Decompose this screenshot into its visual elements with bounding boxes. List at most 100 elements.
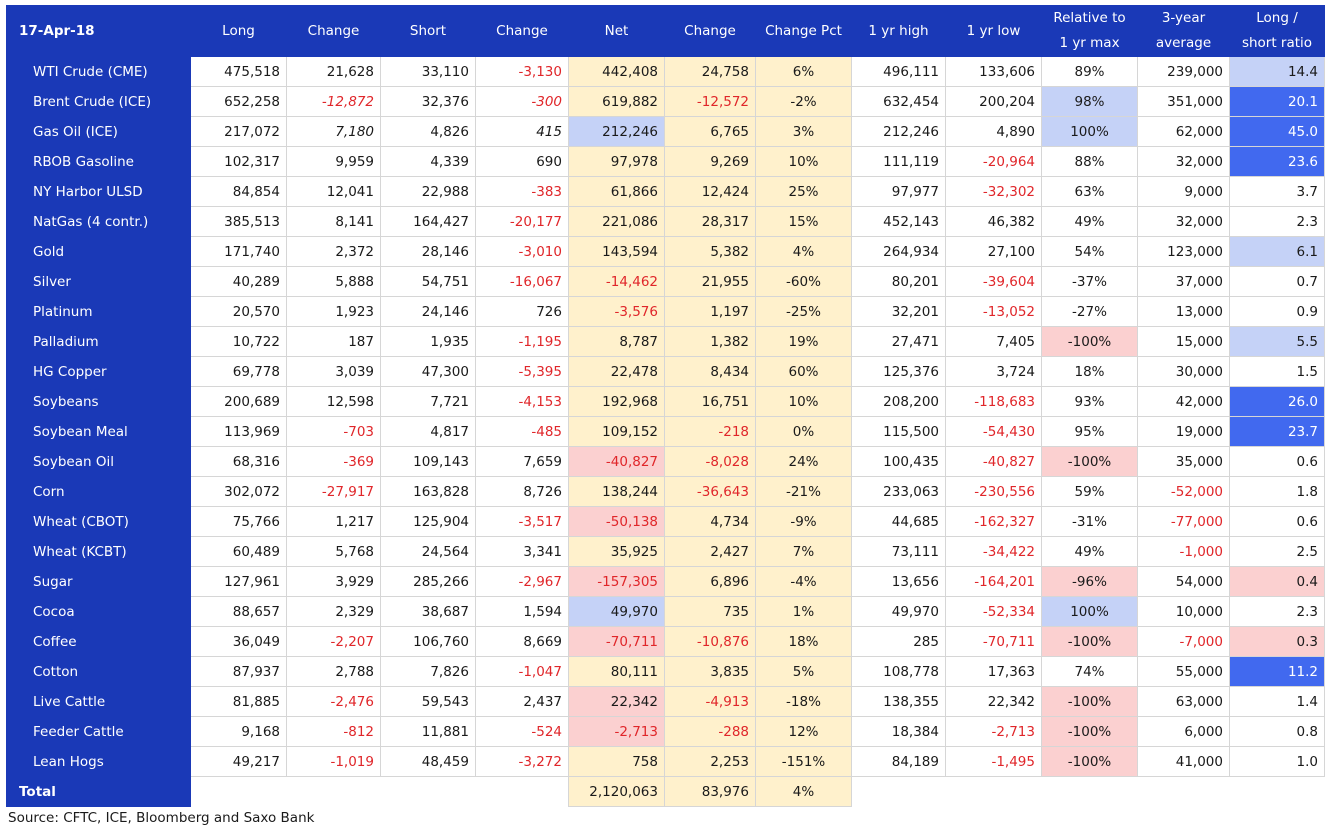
cell-chg-pct: 7% [755, 536, 852, 567]
cell-net: 61,866 [568, 176, 665, 207]
cell-chg-short: 8,726 [475, 476, 569, 507]
commodity-name: Cocoa [6, 596, 191, 627]
cell-net: 442,408 [568, 56, 665, 87]
cell-rel: 100% [1041, 596, 1138, 627]
cell-high: 264,934 [851, 236, 946, 267]
cell-low: -70,711 [945, 626, 1042, 657]
cell-low: 17,363 [945, 656, 1042, 687]
cell-chg-pct: 1% [755, 596, 852, 627]
cell-net: -14,462 [568, 266, 665, 297]
table-row: Wheat (CBOT) 75,766 1,217 125,904 -3,517 -50,… [6, 506, 1325, 537]
table-row: Cotton 87,937 2,788 7,826 -1,047 80,111 3,835 5… [6, 656, 1325, 687]
cell-low: -2,713 [945, 716, 1042, 747]
cell-ratio: 2.5 [1229, 536, 1325, 567]
cell-chg-net: 5,382 [664, 236, 756, 267]
cell-chg-short: 2,437 [475, 686, 569, 717]
cell-ratio: 20.1 [1229, 86, 1325, 117]
cell-low: -13,052 [945, 296, 1042, 327]
cell-rel: -31% [1041, 506, 1138, 537]
cell-high: 73,111 [851, 536, 946, 567]
table-row: Silver 40,289 5,888 54,751 -16,067 -14,462 21,… [6, 266, 1325, 297]
cell-net: 8,787 [568, 326, 665, 357]
cell-avg3: -7,000 [1137, 626, 1230, 657]
header-text: Long [222, 22, 255, 39]
cell-chg-long: 2,788 [286, 656, 381, 687]
cell-ratio: 23.6 [1229, 146, 1325, 177]
commodity-name: Brent Crude (ICE) [6, 86, 191, 117]
cell-low: -118,683 [945, 386, 1042, 417]
cell-chg-short: 1,594 [475, 596, 569, 627]
cell-ratio: 0.6 [1229, 446, 1325, 477]
cell-rel: 98% [1041, 86, 1138, 117]
cell-ratio: 0.9 [1229, 296, 1325, 327]
change-long-header: Change [286, 5, 381, 57]
commodity-name: HG Copper [6, 356, 191, 387]
cell-long: 88,657 [190, 596, 287, 627]
cell-avg3: 63,000 [1137, 686, 1230, 717]
cell-chg-short: -16,067 [475, 266, 569, 297]
table-row: Feeder Cattle 9,168 -812 11,881 -524 -2,713 -2… [6, 716, 1325, 747]
total-empty-cell [191, 777, 287, 807]
cell-rel: 100% [1041, 116, 1138, 147]
cell-long: 81,885 [190, 686, 287, 717]
cell-chg-net: 1,382 [664, 326, 756, 357]
cell-high: 496,111 [851, 56, 946, 87]
cell-low: -230,556 [945, 476, 1042, 507]
cell-avg3: 55,000 [1137, 656, 1230, 687]
cell-long: 200,689 [190, 386, 287, 417]
table-row: RBOB Gasoline 102,317 9,959 4,339 690 97,978 9… [6, 146, 1325, 177]
cell-chg-short: -485 [475, 416, 569, 447]
commodity-name: Soybeans [6, 386, 191, 417]
cell-low: -1,495 [945, 746, 1042, 777]
cell-high: 115,500 [851, 416, 946, 447]
table-row: Wheat (KCBT) 60,489 5,768 24,564 3,341 35,925… [6, 536, 1325, 567]
cell-net: 22,342 [568, 686, 665, 717]
cell-short: 33,110 [380, 56, 476, 87]
cell-chg-short: 3,341 [475, 536, 569, 567]
cell-long: 20,570 [190, 296, 287, 327]
cell-high: 208,200 [851, 386, 946, 417]
cell-long: 60,489 [190, 536, 287, 567]
cell-net: 80,111 [568, 656, 665, 687]
cell-chg-pct: -25% [755, 296, 852, 327]
cell-low: -54,430 [945, 416, 1042, 447]
commodity-name: Wheat (CBOT) [6, 506, 191, 537]
cell-avg3: 13,000 [1137, 296, 1230, 327]
commodity-name: Cotton [6, 656, 191, 687]
cell-short: 47,300 [380, 356, 476, 387]
cell-rel: -100% [1041, 626, 1138, 657]
cell-ratio: 1.4 [1229, 686, 1325, 717]
cell-chg-net: -36,643 [664, 476, 756, 507]
table-row: WTI Crude (CME) 475,518 21,628 33,110 -3,130… [6, 56, 1325, 87]
cell-rel: 93% [1041, 386, 1138, 417]
cell-chg-short: -3,272 [475, 746, 569, 777]
cell-short: 7,721 [380, 386, 476, 417]
cell-low: -40,827 [945, 446, 1042, 477]
cell-chg-long: -703 [286, 416, 381, 447]
cell-chg-short: -1,047 [475, 656, 569, 687]
cell-chg-short: 690 [475, 146, 569, 177]
cell-short: 48,459 [380, 746, 476, 777]
cell-chg-long: 5,888 [286, 266, 381, 297]
table-row: Brent Crude (ICE) 652,258 -12,872 32,376 -30… [6, 86, 1325, 117]
commodity-name: Wheat (KCBT) [6, 536, 191, 567]
cell-chg-long: 21,628 [286, 56, 381, 87]
table-row: Soybean Oil 68,316 -369 109,143 7,659 -40,827… [6, 446, 1325, 477]
cell-avg3: 30,000 [1137, 356, 1230, 387]
header-text: Change Pct [765, 22, 842, 39]
cell-low: 46,382 [945, 206, 1042, 237]
cell-chg-long: -2,207 [286, 626, 381, 657]
cell-chg-pct: 10% [755, 386, 852, 417]
cell-ratio: 0.4 [1229, 566, 1325, 597]
high-header: 1 yr high [851, 5, 946, 57]
cell-net: 212,246 [568, 116, 665, 147]
cell-chg-net: 3,835 [664, 656, 756, 687]
cell-chg-long: 12,598 [286, 386, 381, 417]
cell-low: 4,890 [945, 116, 1042, 147]
change-net-header: Change [664, 5, 756, 57]
commodity-name: Feeder Cattle [6, 716, 191, 747]
table-row: Corn 302,072 -27,917 163,828 8,726 138,244 -36… [6, 476, 1325, 507]
cell-chg-pct: -4% [755, 566, 852, 597]
cell-low: -39,604 [945, 266, 1042, 297]
commodity-name: Coffee [6, 626, 191, 657]
